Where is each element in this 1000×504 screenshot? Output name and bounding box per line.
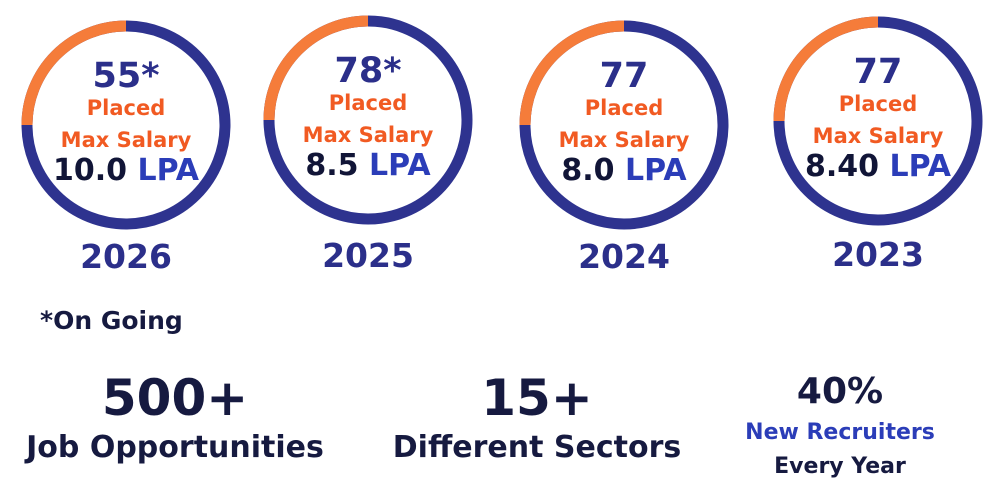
salary-number: 8.0 (561, 153, 615, 188)
stat-value: 40% (796, 371, 884, 412)
stat-value: 500+ (101, 369, 249, 427)
stat-value: 15+ (481, 369, 593, 427)
max-salary-label: Max Salary (60, 128, 192, 152)
salary-unit: LPA (369, 148, 431, 183)
max-salary-label: Max Salary (812, 124, 944, 148)
progress-ring (514, 15, 734, 235)
placed-count: 77 (599, 56, 649, 96)
stat-new-recruiters: 40% New Recruiters Every Year (715, 368, 965, 484)
max-salary-label: Max Salary (558, 128, 690, 152)
placed-count: 78* (334, 51, 402, 91)
progress-ring (768, 11, 988, 231)
year-label: 2024 (578, 237, 670, 276)
salary-number: 8.5 (305, 148, 359, 183)
salary-unit: LPA (889, 149, 952, 184)
placed-count: 77 (853, 52, 903, 92)
stat-job-opportunities: 500+ Job Opportunities (0, 368, 350, 468)
placed-label: Placed (584, 96, 664, 120)
year-label: 2026 (80, 237, 172, 276)
ring-icon (519, 20, 729, 230)
progress-ring (258, 10, 478, 230)
max-salary-value: 8.40 LPA (768, 149, 988, 185)
salary-number: 10.0 (52, 153, 127, 188)
salary-unit: LPA (625, 153, 687, 188)
stat-different-sectors: 15+ Different Sectors (372, 368, 702, 468)
max-salary-value: 8.0 LPA (514, 153, 734, 189)
placed-label: Placed (838, 92, 918, 116)
ring-icon (263, 15, 473, 225)
stat-label-line1: New Recruiters (745, 420, 935, 445)
placed-label: Placed (328, 91, 408, 115)
salary-number: 8.40 (804, 149, 879, 184)
max-salary-label: Max Salary (302, 123, 434, 147)
stat-label: Different Sectors (392, 430, 682, 465)
ongoing-note: *On Going (40, 306, 183, 335)
progress-ring (16, 15, 236, 235)
year-label: 2025 (322, 236, 414, 275)
year-label: 2023 (832, 235, 924, 274)
salary-unit: LPA (137, 153, 200, 188)
stat-label: Job Opportunities (26, 430, 324, 465)
ring-icon (21, 20, 231, 230)
ring-icon (773, 16, 983, 226)
placed-label: Placed (86, 96, 166, 120)
max-salary-value: 10.0 LPA (16, 153, 236, 189)
placed-count: 55* (92, 56, 160, 96)
stat-label-line2: Every Year (774, 454, 906, 479)
max-salary-value: 8.5 LPA (258, 148, 478, 184)
